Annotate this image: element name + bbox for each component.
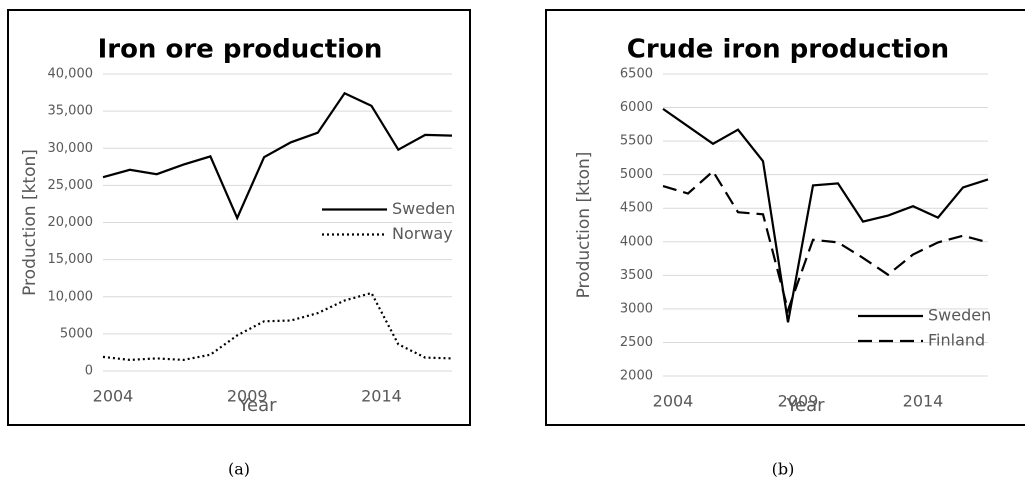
line-series [102,291,453,362]
y-tick-label: 15,000 [48,252,94,267]
y-tick-label: 25,000 [48,178,94,193]
chart-title: Crude iron production [627,35,949,65]
caption: (a) [228,460,250,479]
y-tick-label: 5000 [620,167,653,182]
y-axis-label: Production [kton] [574,152,594,299]
x-axis-label: Year [785,395,825,416]
panel-frame [7,9,471,426]
legend-label: Finland [928,331,985,350]
legend-label: Norway [392,224,453,243]
x-tick-label: 2004 [653,392,694,411]
y-tick-label: 5500 [620,134,653,149]
x-tick-label: 2014 [361,387,402,406]
y-tick-label: 4000 [620,234,653,249]
y-axis-label: Production [kton] [20,149,40,296]
x-tick-label: 2009 [778,392,819,411]
y-tick-label: 35,000 [48,104,94,119]
y-tick-label: 2500 [620,335,653,350]
legend-label: Sweden [928,306,991,325]
x-axis-label: Year [237,395,277,416]
y-tick-label: 6000 [620,100,653,115]
y-tick-label: 40,000 [48,67,94,82]
x-tick-label: 2009 [227,387,268,406]
y-tick-label: 10,000 [48,289,94,304]
y-tick-label: 6500 [620,67,653,82]
y-tick-label: 3500 [620,268,653,283]
y-tick-label: 3000 [620,301,653,316]
y-tick-label: 5000 [60,326,93,341]
panel-frame [545,9,1025,426]
y-tick-label: 2000 [620,369,653,384]
x-tick-label: 2004 [93,387,134,406]
y-tick-label: 0 [85,364,93,379]
legend-label: Sweden [392,199,455,218]
x-tick-label: 2014 [903,392,944,411]
y-tick-label: 30,000 [48,141,94,156]
line-series [662,107,989,323]
y-tick-label: 4500 [620,201,653,216]
caption: (b) [772,460,795,479]
line-series [102,91,453,221]
chart-title: Iron ore production [98,35,383,65]
line-series [662,169,989,314]
y-tick-label: 20,000 [48,215,94,230]
